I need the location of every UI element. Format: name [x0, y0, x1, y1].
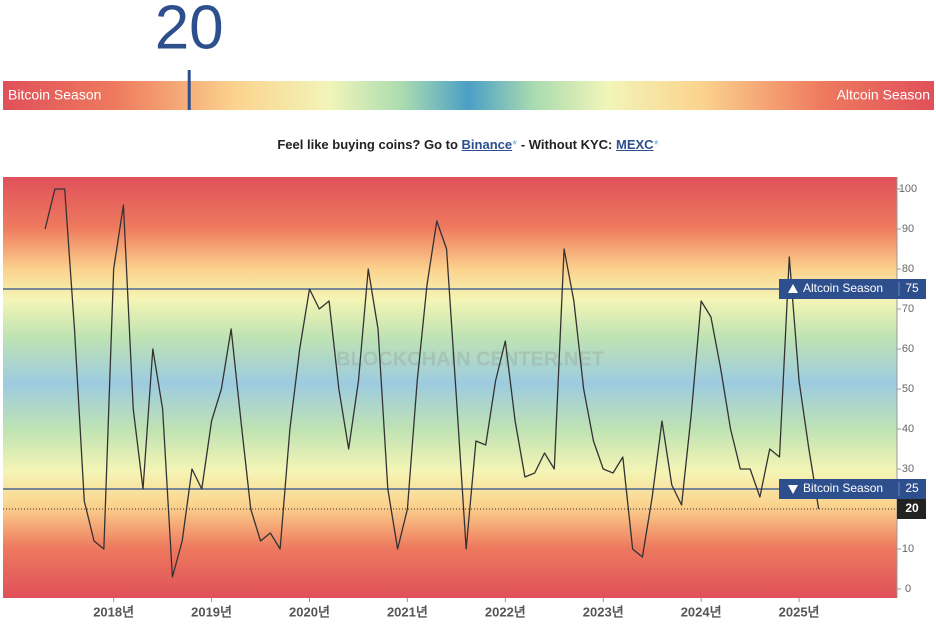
promo-text: - Without KYC:: [520, 137, 613, 152]
asterisk: *: [653, 137, 659, 152]
data-line: [44, 188, 820, 578]
reference-label: Altcoin Season: [803, 281, 883, 295]
gauge-value: 20: [155, 0, 224, 62]
reference-label-box: [779, 479, 926, 499]
x-tick-label: 2024년: [681, 604, 722, 619]
x-tick-label: 2022년: [485, 604, 526, 619]
y-tick-label: 20: [902, 503, 914, 515]
y-tick-label: 40: [902, 423, 914, 435]
y-tick-label: 0: [905, 583, 911, 595]
watermark: BLOCKCHAIN CENTER.NET: [336, 348, 604, 370]
reference-value: 75: [905, 281, 919, 295]
x-tick-label: 2018년: [93, 604, 134, 619]
promo: Feel like buying coins? Go to Binance* -…: [0, 137, 936, 152]
y-tick-label: 10: [902, 543, 914, 555]
x-tick-label: 2023년: [583, 604, 624, 619]
y-tick-label: 30: [902, 463, 914, 475]
promo-text: Feel like buying coins? Go to: [277, 137, 458, 152]
gauge: Bitcoin Season Altcoin Season 20: [3, 0, 934, 110]
link[interactable]: MEXC: [616, 137, 654, 152]
y-tick-label: 70: [902, 303, 914, 315]
asterisk: *: [512, 137, 518, 152]
current-value: 20: [905, 501, 919, 515]
x-tick-label: 2019년: [191, 604, 232, 619]
y-tick-label: 90: [902, 223, 914, 235]
current-value-box: [897, 499, 926, 519]
y-tick-label: 100: [899, 183, 917, 195]
x-tick-label: 2021년: [387, 604, 428, 619]
reference-value: 25: [905, 481, 919, 495]
y-tick-label: 60: [902, 343, 914, 355]
gauge-right-label: Altcoin Season: [837, 87, 930, 103]
plot-background: [3, 177, 897, 598]
gauge-left-label: Bitcoin Season: [8, 87, 101, 103]
reference-label: Bitcoin Season: [803, 481, 883, 495]
reference-arrow: [788, 485, 798, 494]
gauge-bar: [3, 81, 934, 110]
y-tick-label: 80: [902, 263, 914, 275]
reference-arrow: [788, 284, 798, 293]
reference-label-box: [779, 279, 926, 299]
link[interactable]: Binance: [461, 137, 513, 152]
x-tick-label: 2020년: [289, 604, 330, 619]
x-tick-label: 2025년: [779, 604, 820, 619]
y-tick-label: 50: [902, 383, 914, 395]
